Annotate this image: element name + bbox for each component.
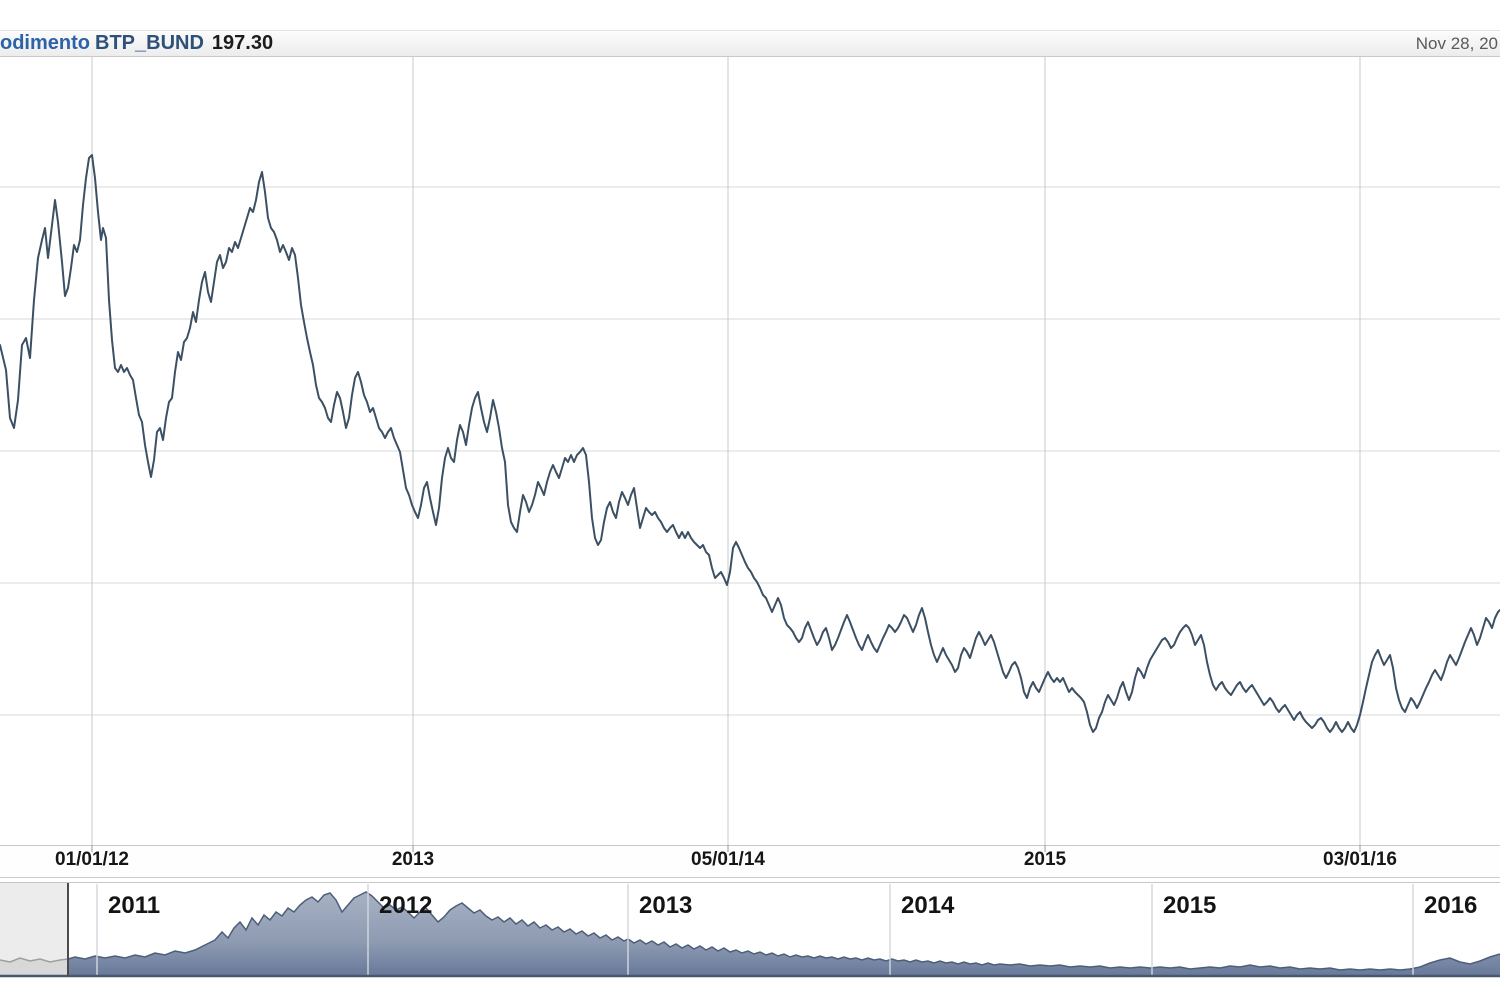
title-prefix: odimento <box>0 32 90 54</box>
chart-date: Nov 28, 20 <box>1415 34 1498 53</box>
chart-title: odimento BTP_BUND 197.30 <box>0 32 273 55</box>
last-value: 197.30 <box>211 32 274 54</box>
navigator-unselected-mask <box>0 883 69 976</box>
top-strip <box>0 0 1500 31</box>
navigator[interactable] <box>0 882 1500 978</box>
main-plot-area[interactable] <box>0 57 1500 845</box>
x-axis-label: 2015 <box>1023 849 1067 870</box>
chart-header: odimento BTP_BUND 197.30 Nov 28, 20 <box>0 31 1500 57</box>
x-axis: 01/01/12 2013 05/01/14 2015 03/01/16 <box>0 845 1500 878</box>
x-axis-label: 01/01/12 <box>55 849 129 870</box>
x-axis-label: 2013 <box>391 849 435 870</box>
x-axis-label: 03/01/16 <box>1323 849 1397 870</box>
x-axis-label: 05/01/14 <box>691 849 765 870</box>
title-symbol: BTP_BUND <box>95 32 204 54</box>
